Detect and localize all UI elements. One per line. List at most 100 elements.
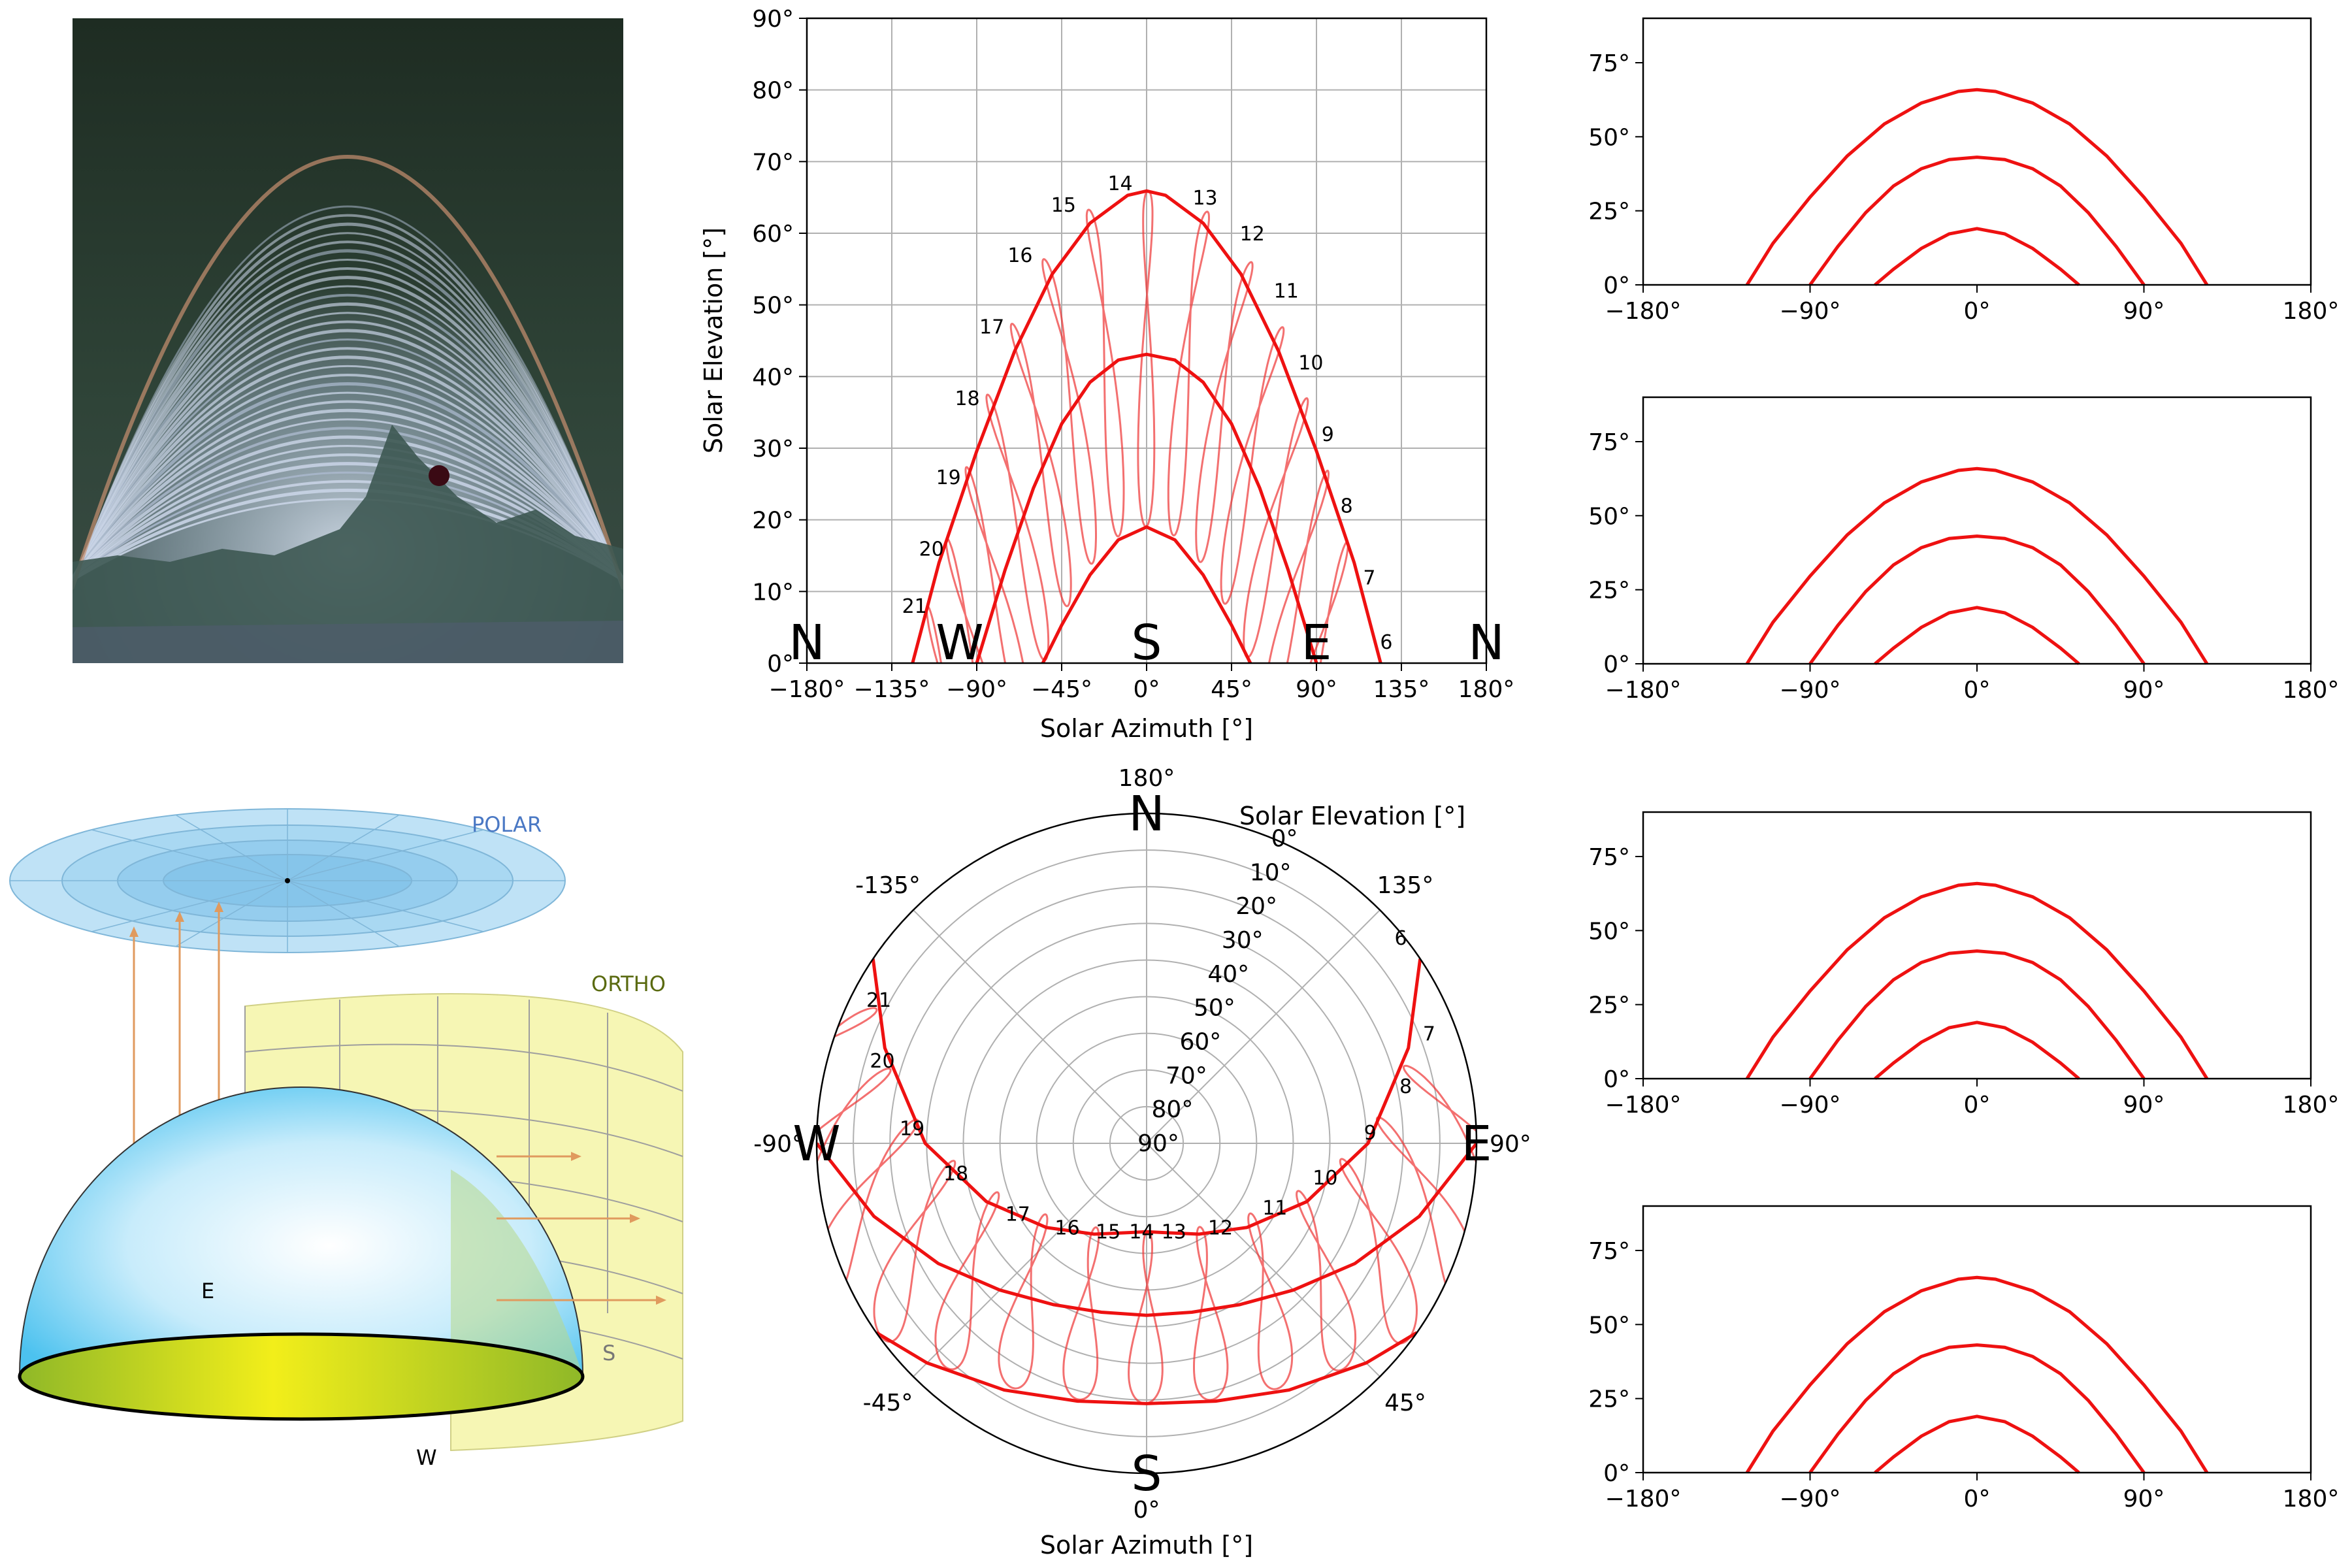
polar-r-tick-label: 90° [1137, 1130, 1179, 1157]
polar-compass-label: W [792, 1116, 840, 1172]
small-x-tick-label: 180° [2283, 1092, 2340, 1119]
small-y-tick-label: 75° [1588, 429, 1630, 456]
diagram-w-label: W [416, 1445, 437, 1470]
polar-compass-label: E [1462, 1116, 1492, 1172]
analemma-hour-10 [1167, 210, 1211, 537]
polar-analemma-hour-18 [817, 1007, 878, 1184]
x-tick-label: 0° [1134, 676, 1160, 703]
polar-analemma-hour-7 [1339, 1158, 1418, 1345]
compass-label: S [1132, 615, 1162, 671]
polar-r-tick-label: 80° [1152, 1096, 1194, 1123]
photo-sun-trail [73, 240, 623, 589]
hour-label: 21 [902, 595, 927, 618]
small-x-tick-label: 0° [1964, 677, 1991, 704]
polar-sun-path-1 [817, 1142, 1477, 1317]
x-tick-label: −90° [946, 676, 1007, 703]
small-y-tick-label: 0° [1603, 1460, 1630, 1487]
small-y-tick-label: 25° [1588, 992, 1630, 1019]
small-x-tick-label: 90° [2123, 298, 2165, 325]
analemma-hour-13 [1041, 257, 1097, 565]
analemma-hour-7 [1243, 397, 1309, 659]
small-x-tick-label: −90° [1780, 1486, 1841, 1512]
y-tick-label: 50° [752, 293, 794, 319]
small-panel-4: −180° −90° 0° 90° 180° 0° 25° 50° 75° [1588, 1205, 2339, 1512]
polar-sun-path-0 [871, 958, 1422, 1236]
photo-sun-trail [73, 400, 623, 581]
hour-label: 6 [1380, 631, 1392, 654]
small-x-tick-label: −180° [1605, 298, 1682, 325]
polar-hour-label: 8 [1399, 1075, 1412, 1098]
polar-angle-tick-label: 45° [1384, 1390, 1426, 1416]
small-sun-path-1 [1808, 949, 2146, 1080]
analemma-hour-11 [1137, 189, 1156, 528]
small-panel-1: −180° −90° 0° 90° 180° 0° 25° 50° 75° [1588, 17, 2340, 325]
polar-analemma-hour-5 [1403, 1064, 1477, 1250]
hour-label: 12 [1240, 223, 1265, 246]
small-sun-path-1 [1808, 155, 2146, 286]
polar-spoke [913, 909, 1147, 1144]
photo-sun-trail [73, 408, 623, 581]
polar-analemma-hour-13 [998, 1213, 1049, 1390]
small-sun-path-0 [1745, 88, 2209, 286]
polar-hour-label: 14 [1129, 1221, 1154, 1244]
analemma-hour-14 [1009, 323, 1072, 608]
y-tick-label: 20° [752, 508, 794, 534]
hour-label: 17 [979, 316, 1004, 339]
y-tick-label: 40° [752, 364, 794, 391]
polar-analemma-hour-19 [817, 938, 883, 1115]
small-x-tick-label: −180° [1605, 677, 1682, 704]
hour-label: 13 [1192, 187, 1217, 210]
polar-analemma-hour-14 [934, 1191, 1000, 1371]
small-y-tick-label: 50° [1588, 918, 1630, 945]
small-y-tick-label: 50° [1588, 1312, 1630, 1339]
analemma-hour-9 [1195, 261, 1254, 563]
photo-sun-trail [73, 374, 623, 581]
hour-label: 14 [1107, 172, 1132, 195]
cartesian-y-axis-label: Solar Elevation [°] [699, 227, 728, 453]
small-x-tick-label: 0° [1964, 1092, 1991, 1119]
small-x-tick-label: 180° [2283, 298, 2340, 325]
photo-sun-trail [73, 435, 623, 581]
solargraph-photo [73, 18, 623, 663]
polar-elevation-label: Solar Elevation [°] [1239, 802, 1465, 830]
polar-hour-label: 19 [900, 1117, 924, 1140]
polar-hour-label: 13 [1162, 1221, 1186, 1244]
small-panel-frame [1642, 811, 2312, 1080]
polar-analemma-hour-15 [873, 1160, 956, 1343]
polar-r-tick-label: 0° [1271, 825, 1298, 852]
polar-r-tick-label: 60° [1179, 1028, 1221, 1055]
hour-label: 15 [1051, 194, 1076, 217]
hour-label: 16 [1007, 244, 1032, 267]
polar-sun-path-chart: 0°10°20°30°40°50°60°70°80°90° 180°135°90… [753, 765, 1531, 1560]
x-tick-label: 135° [1373, 676, 1430, 703]
polar-hour-label: 11 [1262, 1197, 1287, 1220]
small-x-tick-label: 90° [2123, 677, 2165, 704]
small-y-tick-label: 25° [1588, 1386, 1630, 1413]
y-tick-label: 70° [752, 149, 794, 176]
hour-label: 11 [1274, 280, 1299, 303]
hour-label: 8 [1341, 495, 1353, 518]
small-y-tick-label: 25° [1588, 199, 1630, 225]
polar-hour-label: 9 [1364, 1122, 1377, 1145]
hour-label: 20 [919, 538, 944, 561]
analemma-hour-16 [964, 466, 1024, 663]
polar-r-tick-label: 40° [1207, 961, 1249, 988]
x-tick-label: 45° [1211, 676, 1252, 703]
small-sun-path-panels: −180° −90° 0° 90° 180° 0° 25° 50° 75° −180° −90° 0°… [1588, 17, 2340, 1512]
photo-sun-trail [73, 214, 623, 589]
photo-sun-trail [73, 312, 623, 584]
polar-sun-path-2 [875, 1331, 1418, 1405]
small-y-tick-label: 25° [1588, 578, 1630, 604]
sun-path-2 [1041, 525, 1252, 664]
polar-hour-label: 15 [1096, 1221, 1120, 1244]
small-x-tick-label: 90° [2123, 1486, 2165, 1512]
small-y-tick-label: 0° [1603, 1066, 1630, 1093]
small-sun-path-0 [1745, 466, 2209, 665]
small-sun-path-2 [1874, 227, 2080, 286]
small-x-tick-label: −180° [1605, 1486, 1682, 1512]
polar-azimuth-label: Solar Azimuth [°] [1040, 1531, 1253, 1560]
photo-sun-trail [73, 302, 623, 586]
photo-sun-trail [73, 329, 623, 584]
